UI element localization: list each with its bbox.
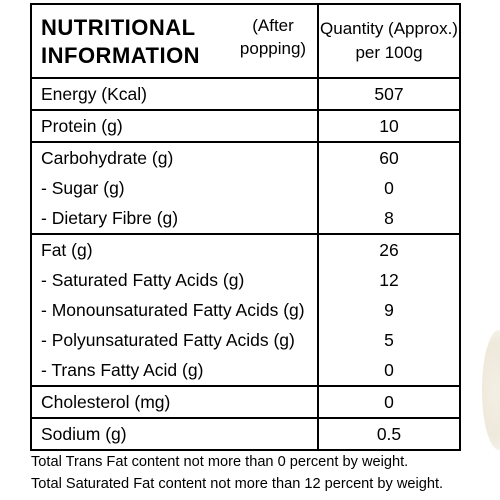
nutrient-label: - Saturated Fatty Acids (g) <box>32 265 319 295</box>
nutrient-value: 0 <box>384 177 394 198</box>
nutrient-label: Fat (g) <box>32 235 319 265</box>
title-line-2: INFORMATION <box>41 43 201 68</box>
table-body: Energy (Kcal) 507 Protein (g) 10 Carbohydrat… <box>32 79 459 449</box>
after-popping-note: (After popping) <box>228 14 317 60</box>
nutrient-label: Carbohydrate (g) <box>32 143 319 173</box>
nutrient-label: - Sugar (g) <box>32 173 319 203</box>
nutrient-value: 60 <box>379 147 399 168</box>
nutrient-value: 507 <box>374 83 404 104</box>
nutrient-label: - Trans Fatty Acid (g) <box>32 355 319 385</box>
footnote-saturated-fat: Total Saturated Fat content not more tha… <box>31 476 444 492</box>
table-row: Energy (Kcal) 507 <box>32 79 459 109</box>
nutrient-group: Protein (g) 10 <box>32 111 459 143</box>
nutrient-group: Sodium (g) 0.5 <box>32 419 459 449</box>
footnote-trans-fat: Total Trans Fat content not more than 0 … <box>31 454 409 470</box>
table-row: - Sugar (g) 0 <box>32 173 459 203</box>
nutrient-label: Cholesterol (mg) <box>32 387 319 417</box>
footnotes: Total Trans Fat content not more than 0 … <box>31 451 443 495</box>
nutrient-value: 5 <box>384 329 394 350</box>
nutrient-value: 9 <box>384 299 394 320</box>
table-row: Cholesterol (mg) 0 <box>32 387 459 417</box>
table-row: - Polyunsaturated Fatty Acids (g) 5 <box>32 325 459 355</box>
background-popcorn-edge <box>482 330 500 450</box>
nutrient-group: Cholesterol (mg) 0 <box>32 387 459 419</box>
nutrient-value: 0 <box>384 391 394 412</box>
nutrient-label: Sodium (g) <box>32 419 319 449</box>
nutrient-group: Fat (g) 26- Saturated Fatty Acids (g) 12- … <box>32 235 459 387</box>
table-row: Fat (g) 26 <box>32 235 459 265</box>
table-row: - Trans Fatty Acid (g) 0 <box>32 355 459 385</box>
table-row: - Monounsaturated Fatty Acids (g) 9 <box>32 295 459 325</box>
table-header: NUTRITIONAL INFORMATION (After popping) … <box>32 5 459 79</box>
nutrition-table: NUTRITIONAL INFORMATION (After popping) … <box>30 3 461 451</box>
nutrient-value: 10 <box>379 115 399 136</box>
table-row: - Saturated Fatty Acids (g) 12 <box>32 265 459 295</box>
nutrient-label: Protein (g) <box>32 111 319 141</box>
nutrient-group: Carbohydrate (g) 60 - Sugar (g) 0 - Dietary … <box>32 143 459 235</box>
table-row: - Dietary Fibre (g) 8 <box>32 203 459 233</box>
nutrient-label: - Monounsaturated Fatty Acids (g) <box>32 295 319 325</box>
table-row: Sodium (g) 0.5 <box>32 419 459 449</box>
note-line-1: (After <box>252 16 294 35</box>
title-line-1: NUTRITIONAL <box>41 15 196 40</box>
quantity-line-2: per 100g <box>355 43 423 62</box>
nutrient-group: Energy (Kcal) 507 <box>32 79 459 111</box>
nutrient-value: 12 <box>379 269 399 290</box>
nutrient-label: - Polyunsaturated Fatty Acids (g) <box>32 325 319 355</box>
nutrient-value: 0.5 <box>376 423 402 444</box>
nutrient-value: 0 <box>384 359 394 380</box>
quantity-line-1: Quantity (Approx.) <box>320 19 458 38</box>
nutrient-value: 26 <box>379 239 399 260</box>
header-left: NUTRITIONAL INFORMATION (After popping) <box>32 5 319 77</box>
nutrient-label: - Dietary Fibre (g) <box>32 203 319 233</box>
table-row: Protein (g) 10 <box>32 111 459 141</box>
nutrient-label: Energy (Kcal) <box>32 79 319 109</box>
quantity-header: Quantity (Approx.) per 100g <box>319 5 459 77</box>
note-line-2: popping) <box>239 39 307 58</box>
table-title: NUTRITIONAL INFORMATION <box>41 14 200 70</box>
nutrient-value: 8 <box>384 207 394 228</box>
table-row: Carbohydrate (g) 60 <box>32 143 459 173</box>
